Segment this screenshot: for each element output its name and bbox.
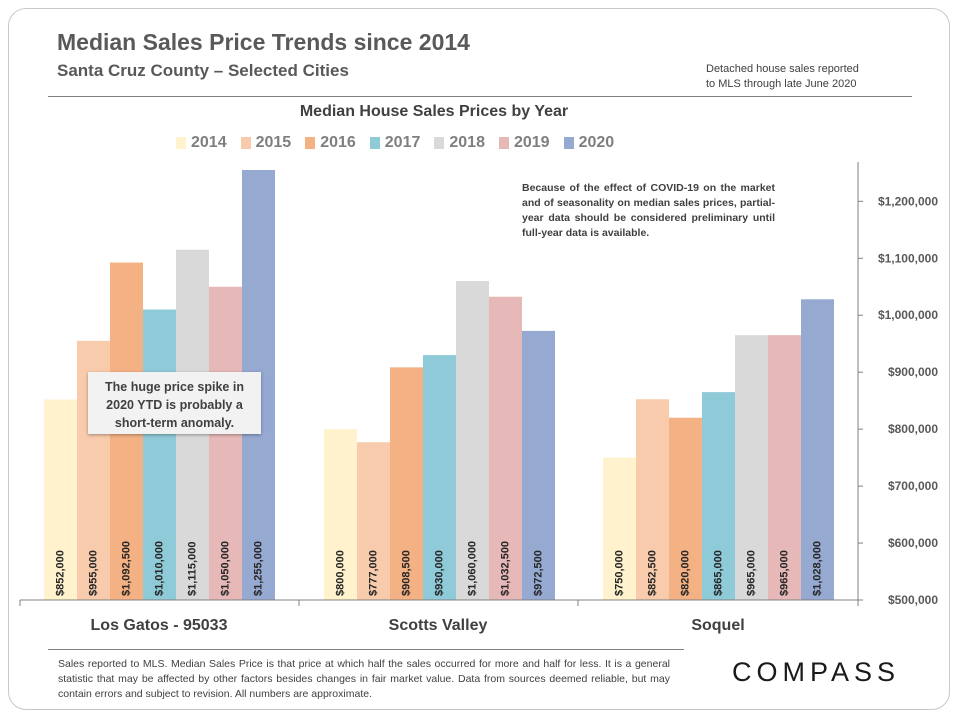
bar-2020-1: [522, 330, 555, 600]
header-divider: [48, 96, 912, 97]
legend-label-2018: 2018: [449, 134, 485, 151]
y-tick-label-3: $800,000: [888, 422, 938, 436]
data-label-2020-2: $1,028,000: [811, 541, 823, 596]
y-tick-label-6: $1,100,000: [878, 251, 938, 265]
x-tick-label-0: Los Gatos - 95033: [91, 617, 228, 634]
data-source-note: Detached house sales reported to MLS thr…: [706, 62, 859, 92]
anomaly-callout-line1: The huge price spike in: [105, 380, 244, 394]
footer-divider: [48, 649, 684, 650]
data-label-2019-2: $965,000: [778, 550, 790, 596]
chart-title: Median House Sales Prices by Year: [299, 103, 569, 120]
covid-note: Because of the effect of COVID-19 on the…: [522, 182, 775, 239]
bar-2015-1: [357, 442, 390, 600]
data-label-2015-2: $852,500: [646, 550, 658, 596]
data-label-2018-0: $1,115,000: [186, 542, 198, 596]
legend-item-2016: 2016: [305, 134, 356, 152]
bar-2017-1: [423, 355, 456, 600]
bar-2016-1: [390, 367, 423, 600]
x-tick-label-1: Scotts Valley: [389, 617, 488, 634]
data-source-note-line2: to MLS through late June 2020: [706, 78, 857, 90]
legend-swatch-2015: [240, 137, 251, 149]
legend-item-2014: 2014: [176, 134, 227, 152]
data-label-2018-2: $965,000: [745, 550, 757, 596]
legend-label-2020: 2020: [578, 134, 615, 151]
legend-swatch-2016: [305, 137, 316, 149]
legend-swatch-2018: [434, 137, 445, 149]
legend-item-2017: 2017: [369, 134, 421, 152]
data-label-2015-1: $777,000: [367, 550, 379, 596]
legend-swatch-2019: [498, 137, 509, 149]
data-label-2017-0: $1,010,000: [153, 541, 165, 596]
data-label-2014-2: $750,000: [613, 550, 625, 596]
bar-2018-2: [735, 335, 768, 600]
legend-label-2016: 2016: [320, 134, 356, 151]
x-tick-label-2: Soquel: [691, 617, 744, 634]
data-label-2020-0: $1,255,000: [252, 541, 264, 596]
bar-2014-1: [324, 429, 357, 600]
anomaly-callout-line3: short-term anomaly.: [114, 416, 235, 430]
y-tick-label-7: $1,200,000: [878, 194, 938, 208]
y-tick-label-5: $1,000,000: [878, 308, 938, 322]
compass-logo: COMPASS: [732, 657, 901, 687]
data-label-2016-1: $908,500: [400, 550, 412, 596]
bar-2019-1: [489, 296, 522, 600]
data-label-2019-1: $1,032,500: [499, 541, 511, 596]
anomaly-callout-line2: 2020 YTD is probably a: [106, 398, 243, 412]
legend-label-2019: 2019: [513, 134, 550, 151]
legend-label-2017: 2017: [384, 134, 421, 151]
data-source-note-line1: Detached house sales reported: [706, 63, 859, 75]
bar-2017-2: [702, 392, 735, 600]
legend-swatch-2014: [176, 137, 186, 149]
legend-swatch-2017: [369, 137, 380, 149]
legend-item-2018: 2018: [434, 134, 485, 152]
y-tick-label-0: $500,000: [888, 593, 938, 607]
bar-2019-2: [768, 335, 801, 600]
data-label-2017-2: $865,000: [712, 550, 724, 596]
bar-2019-0: [209, 286, 242, 600]
data-label-2019-0: $1,050,000: [219, 541, 231, 596]
legend-item-2020: 2020: [563, 134, 615, 152]
bar-2017-0: [143, 309, 176, 600]
data-label-2017-1: $930,000: [433, 550, 445, 596]
footer-disclaimer: Sales reported to MLS. Median Sales Pric…: [58, 658, 670, 700]
legend-item-2019: 2019: [498, 134, 550, 152]
data-label-2016-2: $820,000: [679, 550, 691, 596]
page-title: Median Sales Price Trends since 2014: [57, 29, 470, 55]
data-label-2018-1: $1,060,000: [466, 541, 478, 596]
bar-2020-2: [801, 299, 834, 600]
data-label-2014-0: $852,000: [54, 550, 66, 596]
data-label-2020-1: $972,500: [532, 550, 544, 596]
legend-item-2015: 2015: [240, 134, 292, 152]
bar-2016-2: [669, 417, 702, 600]
legend-swatch-2020: [563, 137, 574, 149]
y-tick-label-2: $700,000: [888, 479, 938, 493]
chart-legend: 2014 2015 2016 2017 2018 2019 2020: [176, 133, 614, 153]
bar-2018-1: [456, 281, 489, 600]
y-tick-label-4: $900,000: [888, 365, 938, 379]
bar-2014-0: [44, 399, 77, 600]
data-label-2016-0: $1,092,500: [120, 541, 132, 596]
legend-label-2015: 2015: [255, 134, 292, 151]
bar-2014-2: [603, 457, 636, 600]
page-subtitle: Santa Cruz County – Selected Cities: [57, 61, 349, 80]
data-label-2015-0: $955,000: [87, 550, 99, 596]
anomaly-callout: The huge price spike in 2020 YTD is prob…: [88, 372, 261, 434]
bar-2015-2: [636, 399, 669, 600]
legend-label-2014: 2014: [191, 134, 227, 151]
data-label-2014-1: $800,000: [334, 550, 346, 596]
y-tick-label-1: $600,000: [888, 536, 938, 550]
